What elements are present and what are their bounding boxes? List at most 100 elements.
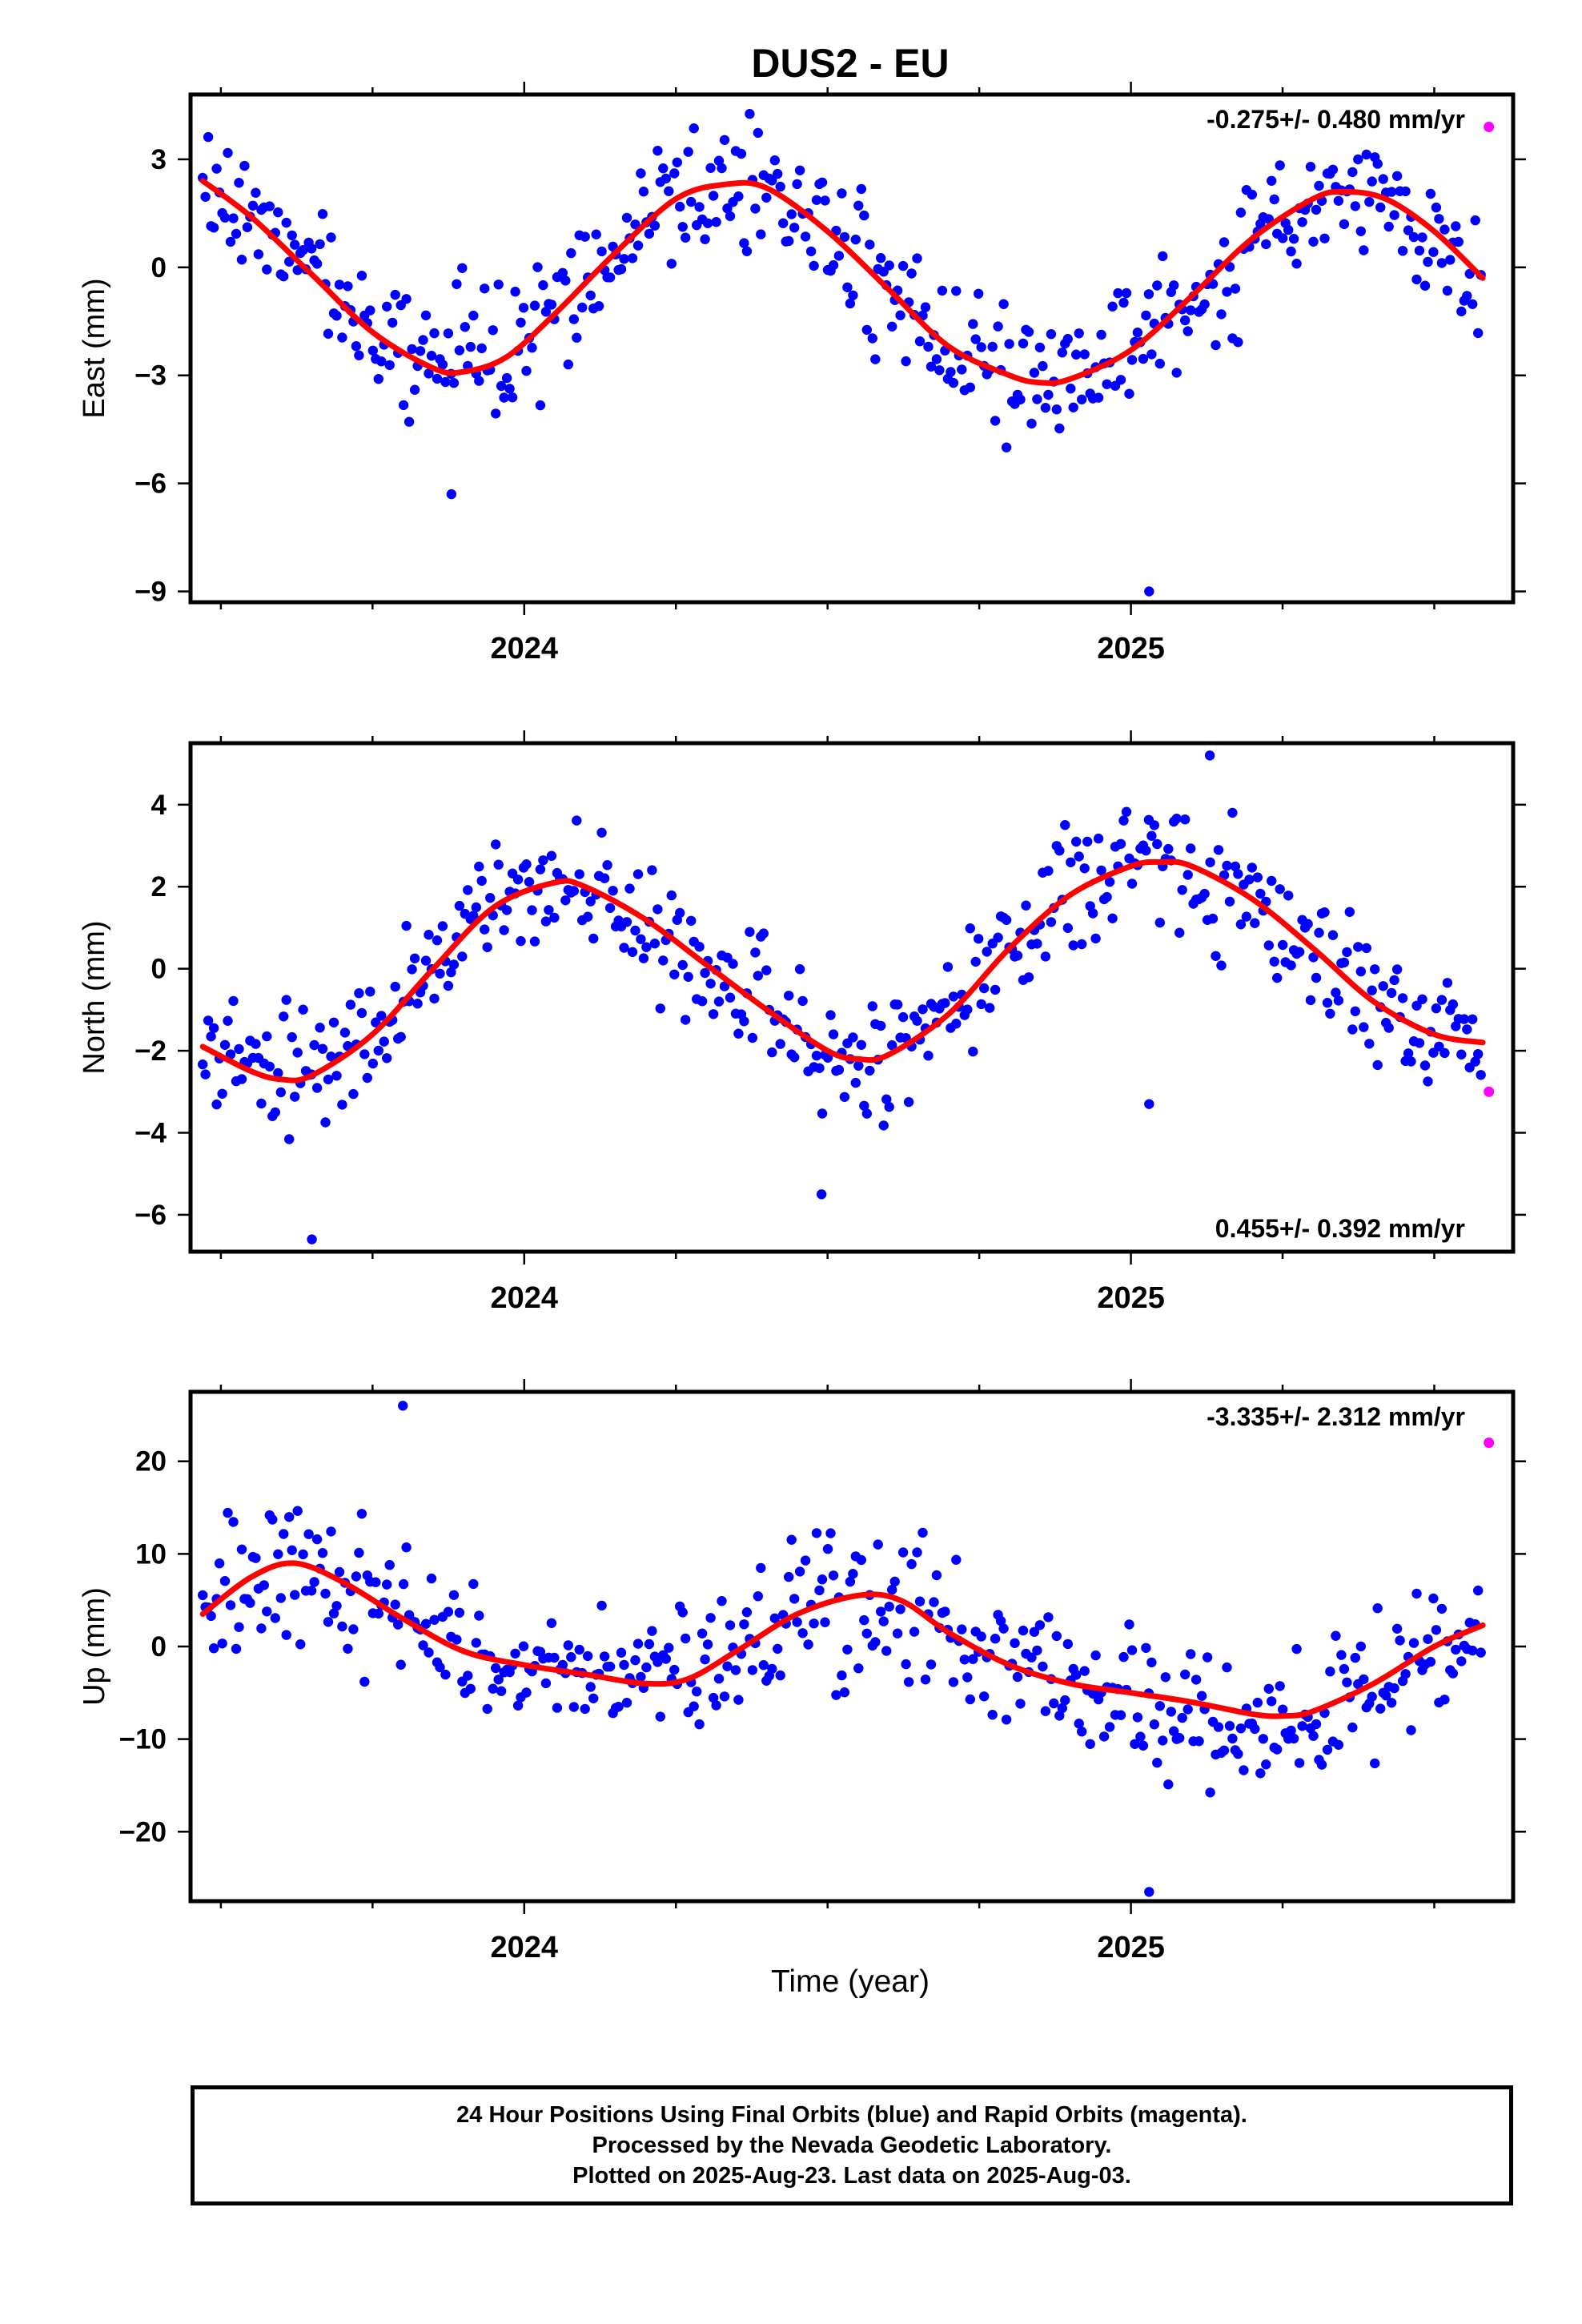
up-data-point: [275, 1593, 286, 1603]
up-data-point: [1286, 1725, 1296, 1736]
north-data-point: [1001, 915, 1012, 926]
up-data-point: [689, 1701, 699, 1711]
north-data-point: [750, 947, 761, 958]
up-data-point: [1132, 1712, 1143, 1723]
east-data-point: [281, 217, 291, 228]
up-y-tick-label: −20: [119, 1816, 167, 1848]
east-data-point: [1169, 280, 1179, 291]
east-data-point: [452, 279, 462, 289]
up-data-point: [681, 1633, 691, 1644]
north-data-point: [608, 886, 618, 896]
up-data-point: [797, 1628, 808, 1638]
north-data-point: [1364, 1039, 1375, 1049]
east-data-point: [666, 259, 677, 269]
north-data-point: [1126, 879, 1138, 889]
north-data-point: [1353, 942, 1363, 952]
north-data-point: [619, 943, 629, 953]
up-x-tick-label: 2025: [1097, 1931, 1165, 1964]
north-data-point: [848, 1032, 858, 1043]
east-data-point: [741, 246, 753, 256]
north-data-point: [407, 964, 417, 975]
up-data-point: [1202, 1652, 1213, 1663]
east-data-point: [965, 382, 976, 392]
up-data-point: [580, 1703, 590, 1715]
north-data-point: [897, 1011, 909, 1023]
east-data-point: [384, 360, 395, 371]
north-data-point: [560, 895, 571, 906]
east-data-point: [805, 246, 817, 257]
north-data-point: [1417, 994, 1427, 1005]
east-data-point: [1038, 360, 1048, 372]
north-data-point: [1378, 981, 1388, 991]
north-data-point: [1303, 919, 1313, 929]
east-data-point: [432, 373, 443, 384]
up-data-point: [1325, 1667, 1335, 1677]
east-data-point: [208, 223, 219, 233]
east-data-point: [284, 256, 295, 267]
north-data-point: [881, 1094, 892, 1104]
north-data-point: [1213, 845, 1224, 855]
north-data-point: [264, 1061, 275, 1072]
up-data-point: [1400, 1669, 1411, 1679]
north-data-point: [675, 907, 685, 919]
north-y-tick-label: −4: [135, 1117, 167, 1148]
east-data-point: [1386, 187, 1397, 197]
north-data-point: [311, 1083, 323, 1093]
north-data-point: [549, 912, 560, 923]
north-data-point: [974, 934, 984, 944]
north-data-point: [471, 902, 481, 913]
east-data-point: [681, 232, 691, 243]
north-data-point: [814, 1063, 825, 1074]
north-data-point: [1115, 838, 1126, 850]
east-data-point: [976, 342, 986, 352]
up-data-point: [901, 1659, 911, 1670]
north-data-point: [1305, 995, 1316, 1006]
north-data-point: [861, 1108, 873, 1119]
east-data-point: [1372, 159, 1383, 169]
north-data-point: [315, 1023, 325, 1033]
north-data-point: [784, 991, 794, 1001]
north-data-point: [990, 984, 1001, 995]
up-data-point: [725, 1620, 736, 1630]
up-data-point: [616, 1647, 627, 1658]
up-data-point: [217, 1638, 227, 1649]
east-data-point: [440, 376, 451, 388]
north-data-point: [1241, 911, 1252, 922]
north-data-point: [1333, 995, 1344, 1006]
east-data-point: [636, 168, 646, 179]
east-data-point: [1283, 224, 1294, 235]
up-data-point: [1213, 1722, 1224, 1732]
footer-line-2: Processed by the Nevada Geodetic Laborat…: [592, 2133, 1112, 2158]
east-data-point: [356, 271, 367, 281]
up-data-point: [1347, 1722, 1358, 1733]
north-data-point: [970, 956, 981, 967]
up-data-point: [1336, 1650, 1347, 1660]
east-data-point: [861, 324, 873, 336]
up-y-tick-label: 0: [151, 1631, 167, 1663]
east-data-point: [884, 260, 894, 271]
up-data-point: [767, 1663, 777, 1675]
east-data-point: [535, 400, 546, 411]
north-data-point: [728, 959, 738, 969]
north-data-point: [596, 827, 607, 838]
up-data-point: [775, 1670, 785, 1681]
north-data-point: [1294, 947, 1305, 957]
east-data-point: [493, 279, 504, 290]
up-data-point: [1350, 1652, 1361, 1663]
north-data-point: [1275, 884, 1285, 895]
north-data-point: [1247, 862, 1258, 873]
east-data-point: [644, 228, 655, 239]
north-data-point: [602, 860, 612, 870]
east-data-point: [987, 341, 998, 352]
east-data-point: [1182, 326, 1193, 336]
east-data-point: [708, 191, 719, 201]
up-data-point: [1130, 1739, 1140, 1749]
up-data-point: [987, 1710, 998, 1720]
east-data-point: [1235, 207, 1247, 218]
north-data-point: [1090, 933, 1101, 944]
north-data-point: [292, 1047, 303, 1058]
north-data-point: [641, 942, 652, 952]
east-data-point: [1233, 337, 1243, 348]
up-data-point: [655, 1711, 665, 1722]
north-data-point: [1267, 875, 1277, 887]
